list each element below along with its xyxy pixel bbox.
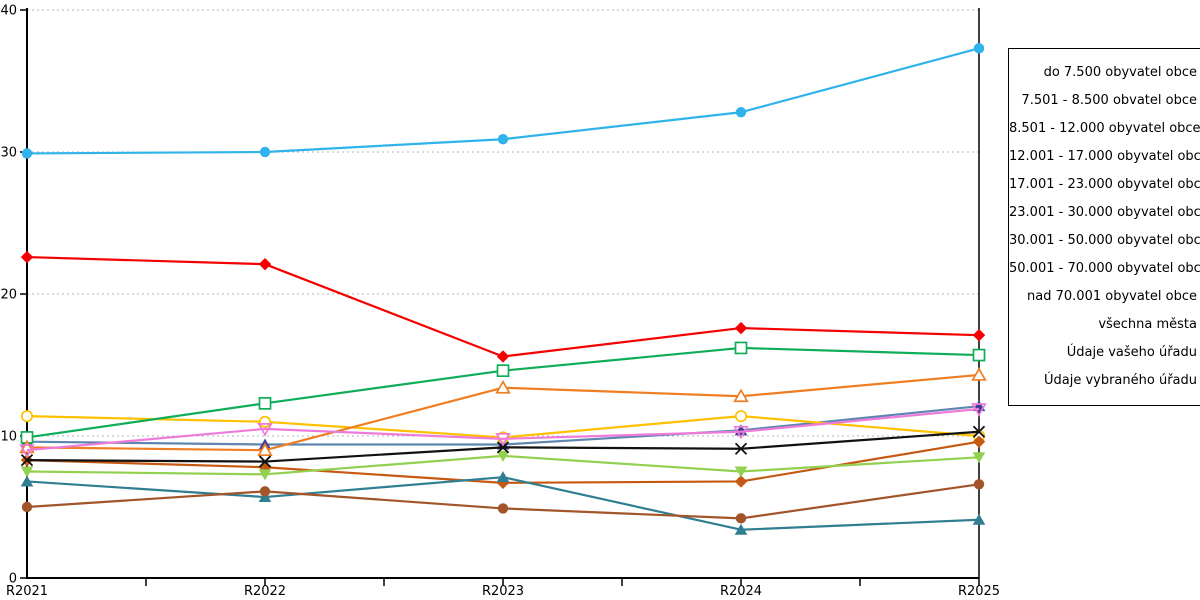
data-point-circle xyxy=(21,148,33,159)
data-point-circle xyxy=(497,134,509,145)
data-point-circle xyxy=(973,43,985,54)
data-point-circle xyxy=(21,501,33,513)
data-point-diamond xyxy=(972,328,986,342)
legend-item: 30.001 - 50.000 obyvatel obce xyxy=(1009,233,1200,248)
legend-item: do 7.500 obyvatel obce xyxy=(1043,65,1197,80)
data-point-triangle-up xyxy=(972,513,986,525)
data-point-triangle-down xyxy=(258,469,272,481)
data-point-triangle-up xyxy=(257,442,273,457)
y-tick-label: 30 xyxy=(0,146,17,161)
data-point-triangle-down xyxy=(734,466,748,478)
data-point-circle xyxy=(735,513,747,524)
x-tick-label: R2021 xyxy=(6,584,48,599)
data-point-square xyxy=(496,364,510,378)
data-point-triangle-down xyxy=(495,432,511,447)
x-tick-label: R2023 xyxy=(482,584,524,599)
data-point-square xyxy=(734,341,748,355)
data-point-diamond xyxy=(972,435,986,448)
data-point-triangle-up xyxy=(971,367,987,381)
data-point-circle xyxy=(973,479,985,490)
legend-item: 23.001 - 30.000 obyvatel obce xyxy=(1009,205,1200,220)
data-point-square xyxy=(972,348,986,362)
legend-item: 12.001 - 17.000 obyvatel obce xyxy=(1009,149,1200,164)
data-point-diamond xyxy=(496,350,510,363)
data-point-triangle-down xyxy=(496,450,510,462)
data-point-triangle-up xyxy=(495,380,511,394)
data-point-triangle-down xyxy=(20,466,34,478)
legend-item: 17.001 - 23.000 obyvatel obce xyxy=(1009,177,1200,192)
legend-item: 8.501 - 12.000 obyvatel obce xyxy=(1009,121,1200,136)
legend-item: nad 70.001 obyvatel obce xyxy=(1027,289,1197,304)
data-point-diamond xyxy=(734,321,748,335)
data-point-x xyxy=(496,441,510,454)
data-point-triangle-down xyxy=(257,423,273,437)
data-point-diamond xyxy=(20,250,34,264)
series-line xyxy=(26,407,980,452)
data-point-circle xyxy=(734,410,748,423)
data-point-circle xyxy=(497,503,509,514)
data-point-triangle-down xyxy=(972,452,986,464)
legend-item: všechna města xyxy=(1098,317,1197,332)
series-line xyxy=(26,255,980,358)
data-point-triangle-up xyxy=(496,471,510,483)
data-point-triangle-up xyxy=(733,388,749,403)
data-point-circle xyxy=(259,146,271,158)
data-point-circle xyxy=(258,415,272,428)
data-point-diamond xyxy=(258,257,272,271)
data-point-triangle-up xyxy=(20,475,34,487)
legend-item: 7.501 - 8.500 obvatel obce xyxy=(1021,93,1197,108)
legend-box: do 7.500 obyvatel obce 7.501 - 8.500 obva… xyxy=(1008,48,1200,406)
data-point-circle xyxy=(259,486,271,497)
data-point-x xyxy=(20,454,34,467)
data-point-triangle-down xyxy=(733,425,749,440)
data-point-square xyxy=(258,396,272,410)
data-point-triangle-up xyxy=(734,523,748,535)
legend-item: 50.001 - 70.000 obyvatel obce xyxy=(1009,261,1200,276)
x-tick-label: R2022 xyxy=(244,584,286,599)
x-tick-label: R2025 xyxy=(958,584,1000,599)
x-tick-label: R2024 xyxy=(720,584,762,599)
y-tick-label: 10 xyxy=(0,430,17,445)
data-point-x xyxy=(734,442,748,455)
legend-item: Údaje vašeho úřadu xyxy=(1066,345,1197,360)
data-point-circle xyxy=(20,410,34,423)
data-point-x xyxy=(972,425,986,438)
y-tick-label: 40 xyxy=(0,4,17,19)
data-point-triangle-down xyxy=(19,444,35,458)
y-tick-label: 0 xyxy=(9,572,17,587)
data-point-x xyxy=(258,455,272,468)
data-point-circle xyxy=(735,107,747,118)
legend-item: Údaje vybraného úřadu xyxy=(1043,373,1197,388)
data-point-triangle-down xyxy=(971,403,987,417)
y-tick-label: 20 xyxy=(0,288,17,303)
data-point-diamond xyxy=(734,475,748,488)
